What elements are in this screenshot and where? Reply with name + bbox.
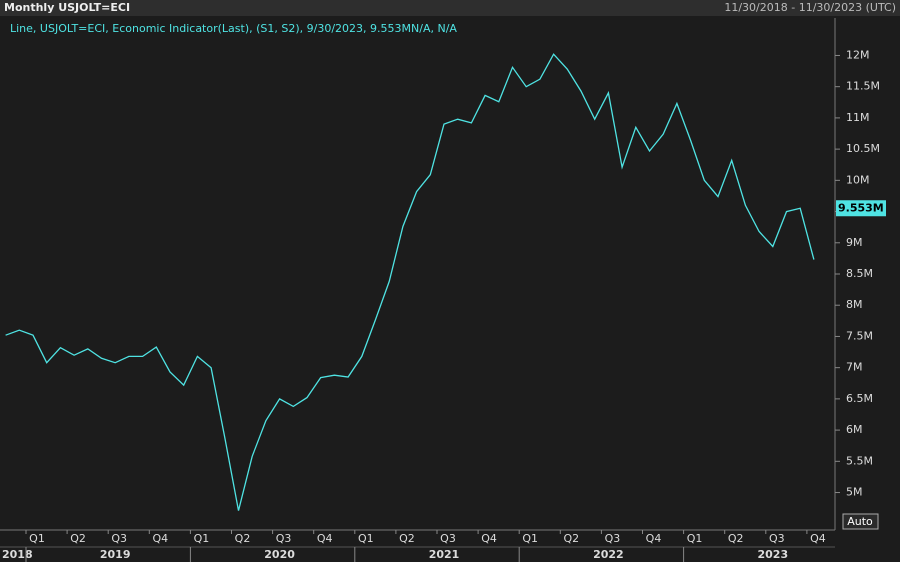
x-tick-label: Q2 [728, 532, 744, 545]
y-tick-label: 6M [846, 423, 863, 436]
year-label: 2019 [100, 548, 131, 561]
y-tick-label: 6.5M [846, 392, 873, 405]
y-tick-label: 11M [846, 111, 870, 124]
x-tick-label: Q1 [29, 532, 45, 545]
y-tick-label: 7.5M [846, 329, 873, 342]
x-tick-label: Q1 [522, 532, 538, 545]
x-tick-label: Q4 [152, 532, 168, 545]
y-tick-label: 5M [846, 486, 863, 499]
x-tick-label: Q3 [605, 532, 621, 545]
year-label: 2020 [264, 548, 295, 561]
x-tick-label: Q1 [194, 532, 210, 545]
y-tick-label: 11.5M [846, 80, 880, 93]
year-label: 2018 [2, 548, 33, 561]
last-value-box [836, 200, 886, 217]
x-tick-label: Q2 [563, 532, 579, 545]
x-tick-label: Q2 [235, 532, 251, 545]
x-tick-label: Q4 [646, 532, 662, 545]
y-tick-label: 10.5M [846, 142, 880, 155]
y-tick-label: 9M [846, 236, 863, 249]
y-tick-label: 7M [846, 361, 863, 374]
auto-button[interactable] [842, 513, 879, 530]
x-tick-label: Q3 [440, 532, 456, 545]
y-tick-label: 10M [846, 173, 870, 186]
year-label: 2021 [429, 548, 460, 561]
legend: Line, USJOLT=ECI, Economic Indicator(Las… [10, 22, 457, 35]
auto-button-label[interactable]: Auto [847, 515, 873, 528]
x-tick-label: Q3 [111, 532, 127, 545]
header-range: 11/30/2018 - 11/30/2023 (UTC) [724, 1, 896, 14]
x-tick-label: Q3 [769, 532, 785, 545]
x-tick-label: Q2 [70, 532, 86, 545]
header-title: Monthly USJOLT=ECI [4, 1, 130, 14]
header-bar [0, 0, 900, 16]
year-label: 2023 [757, 548, 788, 561]
y-tick-label: 12M [846, 48, 870, 61]
x-tick-label: Q1 [687, 532, 703, 545]
series-line [5, 53, 815, 511]
x-tick-label: Q2 [399, 532, 415, 545]
x-tick-label: Q4 [317, 532, 333, 545]
year-label: 2022 [593, 548, 624, 561]
x-tick-label: Q4 [810, 532, 826, 545]
y-tick-label: 8M [846, 298, 863, 311]
y-tick-label: 5.5M [846, 454, 873, 467]
x-tick-label: Q4 [481, 532, 497, 545]
x-tick-label: Q1 [358, 532, 374, 545]
y-tick-label: 8.5M [846, 267, 873, 280]
last-value-label: 9.553M [838, 201, 884, 214]
x-tick-label: Q3 [276, 532, 292, 545]
